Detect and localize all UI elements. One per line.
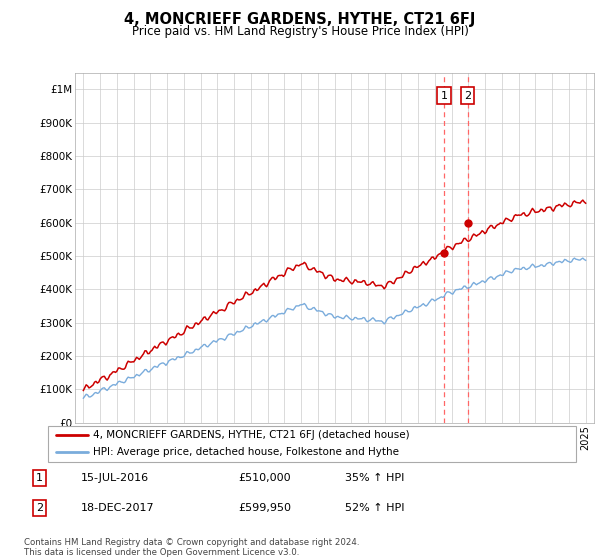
Text: £599,950: £599,950: [238, 503, 292, 514]
Text: 15-JUL-2016: 15-JUL-2016: [80, 473, 149, 483]
Text: 4, MONCRIEFF GARDENS, HYTHE, CT21 6FJ: 4, MONCRIEFF GARDENS, HYTHE, CT21 6FJ: [124, 12, 476, 27]
Text: 18-DEC-2017: 18-DEC-2017: [80, 503, 154, 514]
Text: 1: 1: [36, 473, 43, 483]
FancyBboxPatch shape: [48, 426, 576, 462]
Text: 2: 2: [464, 91, 472, 101]
Text: Contains HM Land Registry data © Crown copyright and database right 2024.
This d: Contains HM Land Registry data © Crown c…: [24, 538, 359, 557]
Text: 2: 2: [36, 503, 43, 514]
Text: £510,000: £510,000: [238, 473, 291, 483]
Text: Price paid vs. HM Land Registry's House Price Index (HPI): Price paid vs. HM Land Registry's House …: [131, 25, 469, 38]
Text: 35% ↑ HPI: 35% ↑ HPI: [346, 473, 405, 483]
Text: HPI: Average price, detached house, Folkestone and Hythe: HPI: Average price, detached house, Folk…: [93, 447, 399, 457]
Text: 4, MONCRIEFF GARDENS, HYTHE, CT21 6FJ (detached house): 4, MONCRIEFF GARDENS, HYTHE, CT21 6FJ (d…: [93, 431, 410, 440]
Text: 52% ↑ HPI: 52% ↑ HPI: [346, 503, 405, 514]
Text: 1: 1: [440, 91, 448, 101]
